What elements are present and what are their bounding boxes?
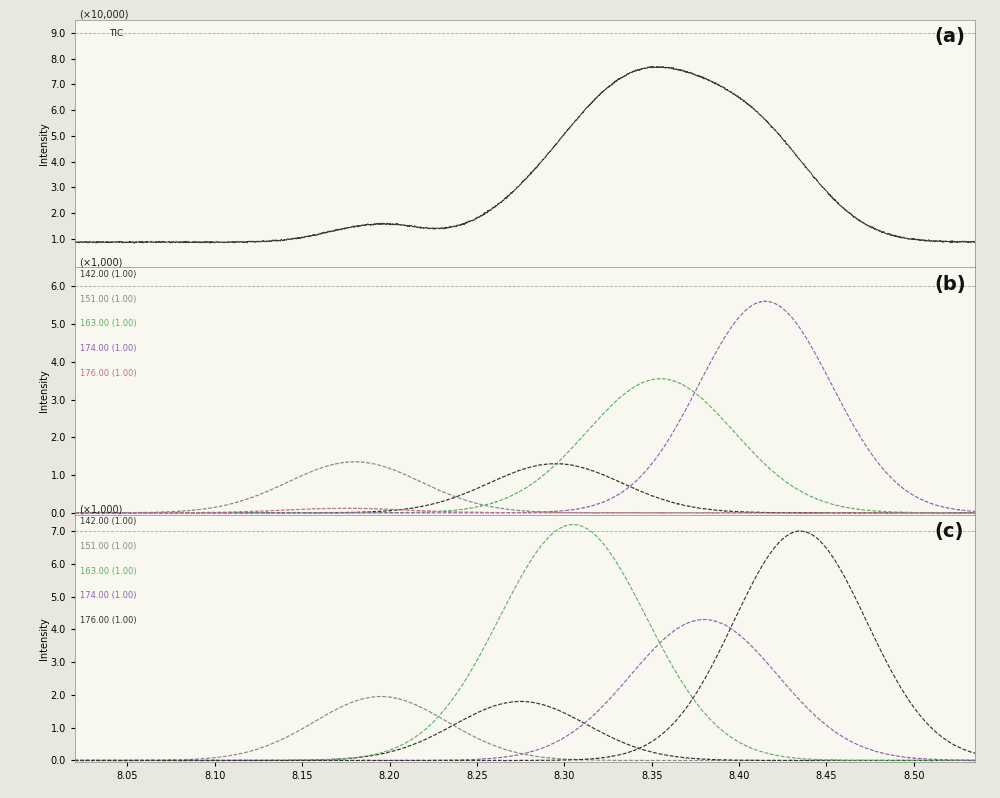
Text: 151.00 (1.00): 151.00 (1.00) — [80, 542, 136, 551]
Text: 142.00 (1.00): 142.00 (1.00) — [80, 270, 136, 279]
Text: 176.00 (1.00): 176.00 (1.00) — [80, 369, 136, 377]
Text: 151.00 (1.00): 151.00 (1.00) — [80, 294, 136, 303]
Text: 142.00 (1.00): 142.00 (1.00) — [80, 517, 136, 526]
Text: TIC: TIC — [109, 29, 123, 38]
Text: (a): (a) — [934, 27, 965, 46]
Text: (b): (b) — [934, 275, 966, 294]
Y-axis label: Intensity: Intensity — [39, 369, 49, 413]
Text: (×1,000): (×1,000) — [80, 504, 123, 515]
Y-axis label: Intensity: Intensity — [39, 122, 49, 165]
Text: (c): (c) — [934, 522, 964, 541]
Text: 163.00 (1.00): 163.00 (1.00) — [80, 319, 136, 328]
Text: 174.00 (1.00): 174.00 (1.00) — [80, 344, 136, 353]
Text: 163.00 (1.00): 163.00 (1.00) — [80, 567, 136, 575]
Text: (×1,000): (×1,000) — [80, 257, 123, 267]
Text: (×10,000): (×10,000) — [80, 10, 129, 20]
Y-axis label: Intensity: Intensity — [39, 617, 49, 660]
Text: 174.00 (1.00): 174.00 (1.00) — [80, 591, 136, 600]
Text: 176.00 (1.00): 176.00 (1.00) — [80, 616, 136, 625]
